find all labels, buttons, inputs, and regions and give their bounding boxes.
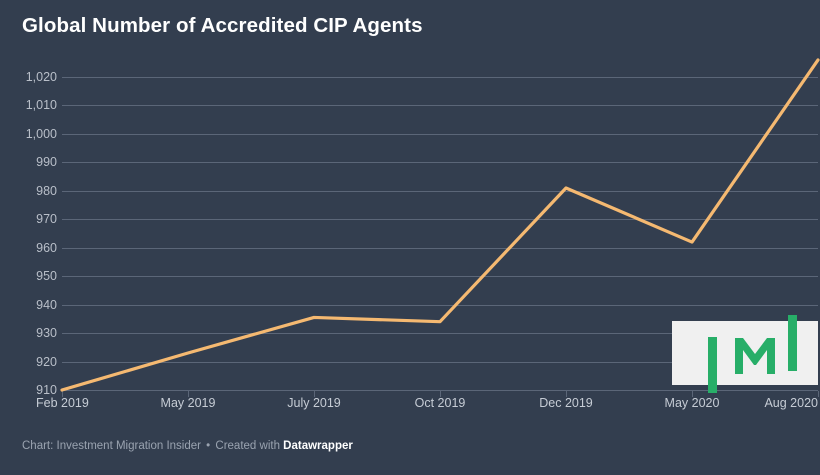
x-axis-tick-mark bbox=[62, 391, 63, 397]
y-gridline bbox=[62, 105, 818, 107]
imi-logo-letter-m-icon bbox=[735, 338, 775, 374]
y-gridline bbox=[62, 133, 818, 135]
y-gridline bbox=[62, 276, 818, 278]
y-axis-tick-label: 1,020 bbox=[25, 70, 57, 84]
y-axis-tick-label: 970 bbox=[36, 212, 57, 227]
y-gridline bbox=[62, 162, 818, 164]
x-axis-tick-mark bbox=[188, 391, 189, 397]
y-axis-tick-label: 980 bbox=[36, 183, 57, 198]
y-gridline bbox=[62, 304, 818, 306]
imi-logo-bar-left-icon bbox=[708, 337, 717, 393]
x-axis-tick-mark bbox=[818, 391, 819, 397]
x-axis-tick-label: Oct 2019 bbox=[414, 396, 466, 410]
y-axis-tick-label: 940 bbox=[36, 297, 57, 312]
y-axis-tick-label: 1,010 bbox=[25, 98, 57, 113]
x-axis-tick-mark bbox=[440, 391, 441, 397]
x-axis-tick-mark bbox=[314, 391, 315, 397]
y-axis-tick-label: 910 bbox=[36, 383, 57, 397]
x-axis-tick-label: Feb 2019 bbox=[36, 396, 89, 410]
footer-credit: Chart: Investment Migration Insider • Cr… bbox=[22, 440, 353, 452]
footer-separator: • bbox=[206, 440, 211, 452]
y-gridline bbox=[62, 77, 818, 78]
footer-source: Chart: Investment Migration Insider bbox=[22, 440, 201, 452]
y-axis-tick-label: 930 bbox=[36, 326, 57, 341]
y-axis-tick-label: 950 bbox=[36, 269, 57, 284]
y-gridline bbox=[62, 190, 818, 192]
y-gridline bbox=[62, 219, 818, 221]
x-axis-tick-label: May 2020 bbox=[664, 396, 720, 410]
x-axis-tick-label: July 2019 bbox=[287, 396, 341, 410]
y-axis-tick-label: 920 bbox=[36, 354, 57, 369]
y-axis-tick-label: 1,000 bbox=[25, 126, 57, 141]
x-axis-tick-mark bbox=[566, 391, 567, 397]
y-axis-tick-label: 990 bbox=[36, 155, 57, 170]
footer-created-with: Created with bbox=[215, 440, 280, 452]
x-axis-tick-mark bbox=[692, 391, 693, 397]
x-axis-tick-label: Dec 2019 bbox=[539, 396, 593, 410]
imi-logo-bar-right-icon bbox=[788, 315, 797, 371]
x-axis-tick-label: May 2019 bbox=[160, 396, 216, 410]
y-axis-tick-label: 960 bbox=[36, 240, 57, 255]
x-axis-tick-label: Aug 2020 bbox=[764, 396, 818, 410]
page-title: Global Number of Accredited CIP Agents bbox=[22, 14, 423, 37]
footer-tool-name: Datawrapper bbox=[283, 440, 353, 452]
y-gridline bbox=[62, 247, 818, 249]
